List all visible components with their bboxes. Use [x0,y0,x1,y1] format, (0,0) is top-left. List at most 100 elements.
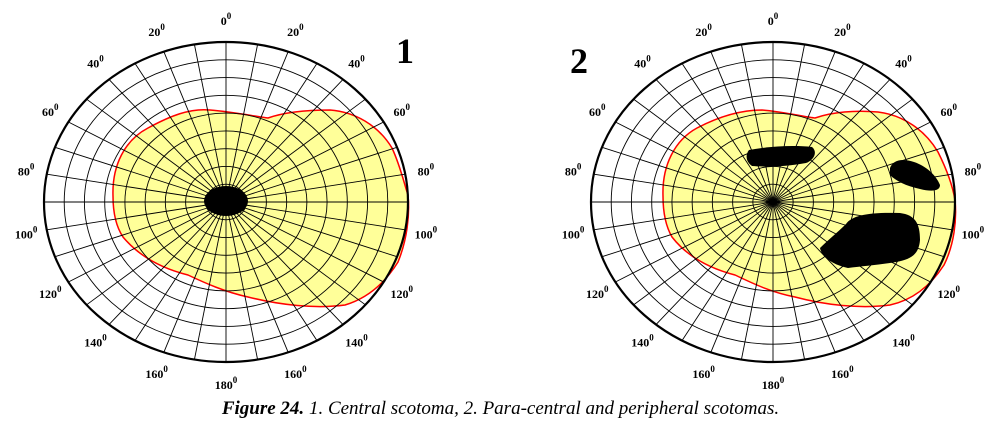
angle-label: 1400 [345,332,368,349]
angle-label: 800 [965,161,982,178]
grid-spoke [740,44,774,203]
peripheral-scotoma-lower [820,212,920,268]
grid-spoke [225,44,259,203]
angle-label: 600 [589,102,606,119]
grid-spoke [163,51,227,203]
grid-spoke [108,201,227,325]
caption-text: 1. Central scotoma, 2. Para-central and … [304,398,780,419]
grid-spoke [225,201,366,306]
grid-spoke [772,201,806,360]
angle-label: 1000 [15,225,38,242]
grid-spoke [225,201,384,283]
grid-spoke [225,201,398,258]
grid-spoke [86,98,227,203]
panel-label: 1 [396,31,414,71]
grid-spoke [225,201,318,341]
angle-label: 200 [287,22,304,39]
grid-spoke [655,201,774,325]
angle-label: 800 [418,161,435,178]
angle-label: 400 [348,54,365,71]
grid-spoke [134,63,227,203]
grid-spoke [633,98,774,203]
angle-label: 1600 [284,364,307,381]
angle-label: 1600 [831,364,854,381]
angle-label: 600 [941,102,958,119]
grid-spoke [772,146,945,203]
grid-spoke [68,201,227,283]
grid-spoke [710,51,774,203]
grid-spoke [68,121,227,203]
grid-spoke [740,201,774,360]
perimeter-boundary [589,40,957,364]
paracentral-scotoma [746,146,815,167]
grid-spoke [134,201,227,341]
angle-label: 200 [834,22,851,39]
angle-label: 800 [565,161,582,178]
grid-spoke [225,173,406,203]
grid-spoke [772,201,891,325]
grid-spoke [225,79,344,203]
angle-label: 1600 [145,364,168,381]
grid-spoke [193,44,227,203]
grid-spoke [593,173,774,203]
grid-spoke [601,201,774,258]
grid-spoke [772,98,913,203]
grid-spoke [225,201,406,231]
grid-spoke [772,121,931,203]
perimetry-chart-1: 1 00200400600800100012001400160018002004… [15,11,438,392]
angle-label: 400 [895,54,912,71]
grid-spoke [225,201,344,325]
angle-label: 1400 [892,332,915,349]
grid-spoke [772,44,806,203]
grid-spoke [772,79,891,203]
grid-spoke [163,201,227,353]
grid-spoke [681,63,774,203]
grid-spoke [225,51,289,203]
angle-label: 1200 [39,284,62,301]
grid-spoke [46,173,227,203]
grid-spoke [655,79,774,203]
angle-label: 200 [148,22,165,39]
central-scotoma [204,186,248,216]
angle-label: 1000 [415,225,438,242]
grid-spoke [633,201,774,306]
grid-spoke [772,201,836,353]
angle-label: 1200 [938,284,961,301]
polar-grid [591,42,955,362]
grid-spoke [54,201,227,258]
angle-label: 600 [42,102,59,119]
visual-field-area [662,109,957,308]
angle-label: 1200 [586,284,609,301]
angle-label: 200 [695,22,712,39]
angle-label: 1400 [84,332,107,349]
grid-spoke [193,201,227,360]
grid-spoke [772,63,865,203]
grid-spoke [615,121,774,203]
angle-labels: 00 200 400 600 800 1000 1200 1400 1600 1800 200 400… [562,11,985,392]
grid-spoke [46,201,227,231]
caption-label: Figure 24. [221,398,305,419]
grid-spoke [772,51,836,203]
grid-spoke [54,146,227,203]
polar-grid [44,42,408,362]
angle-label: 600 [394,102,411,119]
grid-spoke [601,146,774,203]
perimetry-chart-2: 2 00 200 400 600 800 1000 1200 1400 1600 1800 200 4… [562,11,985,392]
angle-label: 1000 [562,225,585,242]
perimeter-boundary [42,40,410,364]
angle-label: 400 [634,54,651,71]
angle-label: 1800 [762,375,785,392]
grid-spoke [593,201,774,231]
grid-spoke [225,146,398,203]
visual-field-area [112,108,410,308]
grid-spoke [681,201,774,341]
grid-spoke [225,63,318,203]
grid-spoke [86,201,227,306]
angle-label: 1600 [692,364,715,381]
peripheral-scotoma-upper [890,160,940,191]
angle-label: 800 [18,161,35,178]
grid-spoke [615,201,774,283]
grid-spoke [225,201,289,353]
angle-label: 00 [768,11,779,28]
grid-spoke [225,98,366,203]
